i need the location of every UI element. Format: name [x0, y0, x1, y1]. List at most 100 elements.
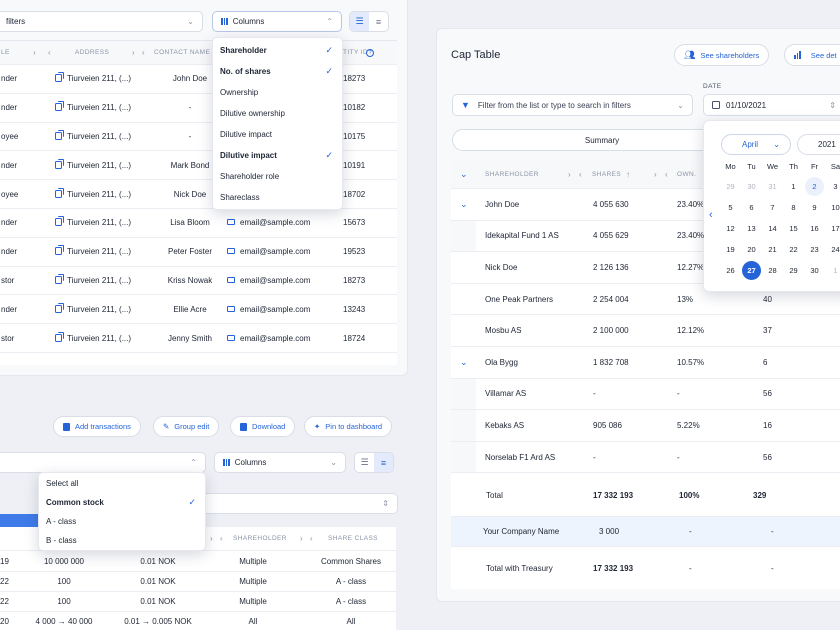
group-edit-button[interactable]: ✎ Group edit	[153, 416, 220, 437]
calendar-day[interactable]: 24	[831, 245, 840, 254]
calendar-day[interactable]: 30	[810, 266, 819, 275]
calendar-day[interactable]: 9	[812, 203, 817, 212]
address-cell[interactable]: Tiurveien 211, (...)	[55, 129, 131, 141]
table-row[interactable]: Kebaks AS 905 086 5.22% 16	[451, 410, 840, 442]
columns-menu-item[interactable]: Dilutive impact ✓	[213, 145, 342, 166]
calendar-day[interactable]: 14	[768, 224, 777, 233]
email-cell[interactable]: email@sample.com	[227, 247, 310, 256]
calendar-day[interactable]: 26	[726, 266, 735, 275]
table-row[interactable]: nder Tiurveien 211, (...) Mark Bond 1019…	[0, 151, 397, 181]
table-row[interactable]: nder Tiurveien 211, (...) Peter Foster e…	[0, 238, 397, 267]
table-row[interactable]: nder Tiurveien 211, (...) John Doe 18273	[0, 65, 397, 94]
address-cell[interactable]: Tiurveien 211, (...)	[55, 101, 131, 112]
calendar-day[interactable]: 8	[791, 203, 796, 212]
calendar-day[interactable]: 29	[726, 182, 735, 191]
expand-chevron-icon[interactable]: ⌄	[460, 198, 468, 209]
prev-month-icon[interactable]: ‹	[709, 209, 713, 221]
table-row[interactable]: Nick Doe 2 126 136 12.27%	[451, 252, 840, 284]
address-cell[interactable]: Tiurveien 211, (...)	[55, 245, 131, 256]
expand-chevron-icon[interactable]: ⌄	[460, 356, 468, 367]
calendar-day[interactable]: 10	[831, 203, 840, 212]
table-row[interactable]: Mosbu AS 2 100 000 12.12% 37	[451, 315, 840, 347]
table-row[interactable]: stor Tiurveien 211, (...) Kriss Nowak em…	[0, 267, 397, 296]
columns-menu-item[interactable]: Ownership	[213, 82, 342, 103]
class-menu-item[interactable]: Common stock ✓	[39, 493, 205, 512]
calendar-day[interactable]: 3	[833, 182, 838, 191]
address-cell[interactable]: Tiurveien 211, (...)	[55, 158, 131, 170]
cap-filter-select[interactable]: ▼ Filter from the list or type to search…	[452, 94, 693, 116]
calendar-day[interactable]: 31	[768, 182, 777, 191]
email-cell[interactable]: email@sample.com	[227, 305, 310, 314]
calendar-day[interactable]: 16	[810, 224, 819, 233]
pin-dashboard-button[interactable]: ✦ Pin to dashboard	[304, 416, 393, 437]
calendar-day[interactable]: 1	[833, 266, 838, 275]
address-cell[interactable]: Tiurveien 211, (...)	[55, 302, 131, 314]
grid-view-icon[interactable]: ≡	[375, 16, 382, 27]
columns-menu-item[interactable]: Shareclass	[213, 187, 342, 208]
calendar-day[interactable]: 27	[742, 261, 761, 280]
address-cell[interactable]: Tiurveien 211, (...)	[55, 187, 131, 199]
calendar-day[interactable]: 13	[747, 224, 756, 233]
add-transactions-button[interactable]: Add transactions	[53, 416, 141, 437]
calendar-day[interactable]: 21	[768, 245, 777, 254]
list-view-icon[interactable]: ☰	[350, 12, 369, 31]
address-cell[interactable]: Tiurveien 211, (...)	[55, 331, 131, 343]
calendar-day[interactable]: 1	[791, 182, 796, 191]
month-select[interactable]: April ⌄	[721, 134, 791, 155]
table-row[interactable]: ⌄ John Doe 4 055 630 23.40%	[451, 189, 840, 221]
table-row[interactable]: 22 100 0.01 NOK Multiple A - class	[0, 572, 396, 592]
calendar-day[interactable]: 29	[789, 266, 798, 275]
chevron-down-icon[interactable]: ⌄	[460, 169, 468, 179]
columns-menu-item[interactable]: Dilutive ownership	[213, 103, 342, 124]
table-row[interactable]: nder Tiurveien 211, (...) Ellie Acre ema…	[0, 295, 397, 325]
calendar-day[interactable]: 15	[789, 224, 798, 233]
table-row[interactable]: 20 4 000 → 40 000 0.01 → 0.005 NOK All A…	[0, 612, 396, 630]
table-row[interactable]: 19 10 000 000 0.01 NOK Multiple Common S…	[0, 552, 396, 572]
calendar-day[interactable]: 20	[747, 245, 756, 254]
calendar-day[interactable]: 2	[805, 177, 824, 196]
email-cell[interactable]: email@sample.com	[227, 334, 310, 343]
columns-select[interactable]: Columns ⌃	[212, 11, 342, 32]
table-row[interactable]: nder Tiurveien 211, (...) Lisa Bloom ema…	[0, 209, 397, 238]
calendar-day[interactable]: 19	[726, 245, 735, 254]
calendar-day[interactable]: 12	[726, 224, 735, 233]
table-row[interactable]: Norselab F1 Ard AS - - 56	[451, 441, 840, 474]
address-cell[interactable]: Tiurveien 211, (...)	[55, 72, 131, 83]
class-filter-select[interactable]: ⌃	[0, 452, 206, 473]
calendar-day[interactable]: 23	[810, 245, 819, 254]
calendar-day[interactable]: 28	[768, 266, 777, 275]
table-row[interactable]: oyee Tiurveien 211, (...) Nick Doe 18702	[0, 180, 397, 209]
year-select[interactable]: 2021	[797, 134, 840, 155]
calendar-day[interactable]: 17	[831, 224, 840, 233]
calendar-day[interactable]: 30	[747, 182, 756, 191]
email-cell[interactable]: email@sample.com	[227, 218, 310, 227]
see-details-button[interactable]: See det	[784, 44, 840, 66]
table-row[interactable]: nder Tiurveien 211, (...) - 10182	[0, 94, 397, 123]
table-row[interactable]: ⌄ Ola Bygg 1 832 708 10.57% 6	[451, 347, 840, 379]
class-menu-item[interactable]: Select all	[39, 474, 205, 493]
calendar-day[interactable]: 7	[770, 203, 775, 212]
columns-menu-item[interactable]: No. of shares ✓	[213, 61, 342, 82]
address-cell[interactable]: Tiurveien 211, (...)	[55, 216, 131, 227]
address-cell[interactable]: Tiurveien 211, (...)	[55, 273, 131, 285]
see-shareholders-button[interactable]: 👥︎ See shareholders	[674, 44, 770, 66]
grid-view-icon[interactable]: ≡	[374, 453, 393, 472]
date-input[interactable]: 01/10/2021 ⇕	[703, 94, 840, 116]
calendar-day[interactable]: 6	[749, 203, 754, 212]
table-row[interactable]: Villamar AS - - 56	[451, 378, 840, 411]
table-row[interactable]: oyee Tiurveien 211, (...) - 10175	[0, 123, 397, 152]
calendar-day[interactable]: 5	[728, 203, 733, 212]
shareholder-filter-select[interactable]: filters ⌄	[0, 11, 203, 32]
calendar-day[interactable]: 22	[789, 245, 798, 254]
email-cell[interactable]: email@sample.com	[227, 276, 310, 285]
list-view-icon[interactable]: ☰	[360, 457, 369, 467]
class-menu-item[interactable]: A - class	[39, 512, 205, 531]
search-select[interactable]: ⇕	[200, 493, 398, 514]
download-button[interactable]: Download	[230, 416, 296, 437]
table-row[interactable]: One Peak Partners 2 254 004 13% 40	[451, 284, 840, 316]
class-menu-item[interactable]: B - class	[39, 531, 205, 550]
columns-menu-item[interactable]: Dilutive impact	[213, 124, 342, 145]
columns-select-2[interactable]: Columns ⌄	[214, 452, 346, 473]
table-row[interactable]: 22 100 0.01 NOK Multiple A - class	[0, 592, 396, 612]
columns-menu-item[interactable]: Shareholder ✓	[213, 40, 342, 61]
